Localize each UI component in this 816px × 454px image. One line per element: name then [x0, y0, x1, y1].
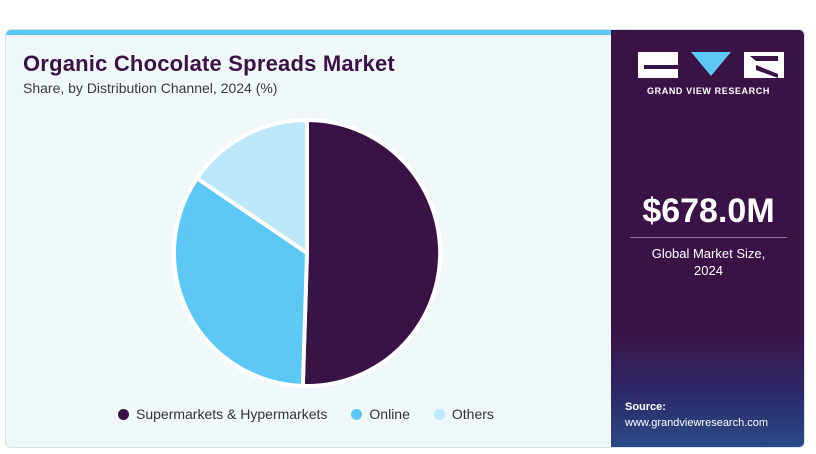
legend-swatch-others — [433, 408, 445, 420]
chart-legend: Supermarkets & Hypermarkets Online Other… — [118, 406, 518, 422]
legend-label-others: Others — [451, 406, 494, 422]
chart-title: Organic Chocolate Spreads Market — [23, 51, 395, 76]
legend-item-online: Online — [351, 406, 410, 422]
chart-card: Organic Chocolate Spreads Market Share, … — [5, 29, 805, 448]
pie-slice-online — [172, 176, 309, 388]
legend-label-online: Online — [369, 406, 410, 422]
market-size-value: $678.0M — [642, 192, 775, 230]
legend-item-supermarkets: Supermarkets & Hypermarkets — [118, 406, 327, 422]
legend-swatch-supermarkets — [118, 408, 129, 420]
legend-item-others: Others — [433, 406, 494, 422]
market-size-label-line1: Global Market Size, — [651, 246, 766, 261]
pie-chart — [172, 118, 443, 388]
source-url: www.grandviewresearch.com — [625, 417, 769, 429]
accent-bar — [6, 30, 611, 35]
market-size-label: Global Market Size, 2024 — [611, 245, 804, 279]
info-panel: GRAND VIEW RESEARCH $678.0M Global Marke… — [611, 30, 804, 447]
brand-name: GRAND VIEW RESEARCH — [647, 86, 770, 96]
panel-gradient — [611, 330, 804, 447]
source-label: Source: — [625, 401, 666, 413]
pie-slice-others — [195, 118, 309, 255]
gvr-logo-icon — [638, 52, 784, 78]
legend-swatch-online — [351, 408, 363, 420]
divider — [630, 237, 787, 238]
legend-label-supermarkets: Supermarkets & Hypermarkets — [136, 406, 328, 422]
chart-subtitle: Share, by Distribution Channel, 2024 (%) — [23, 80, 278, 96]
pie-slice-supermarkets — [300, 118, 443, 388]
market-size-label-line2: 2024 — [694, 263, 723, 278]
